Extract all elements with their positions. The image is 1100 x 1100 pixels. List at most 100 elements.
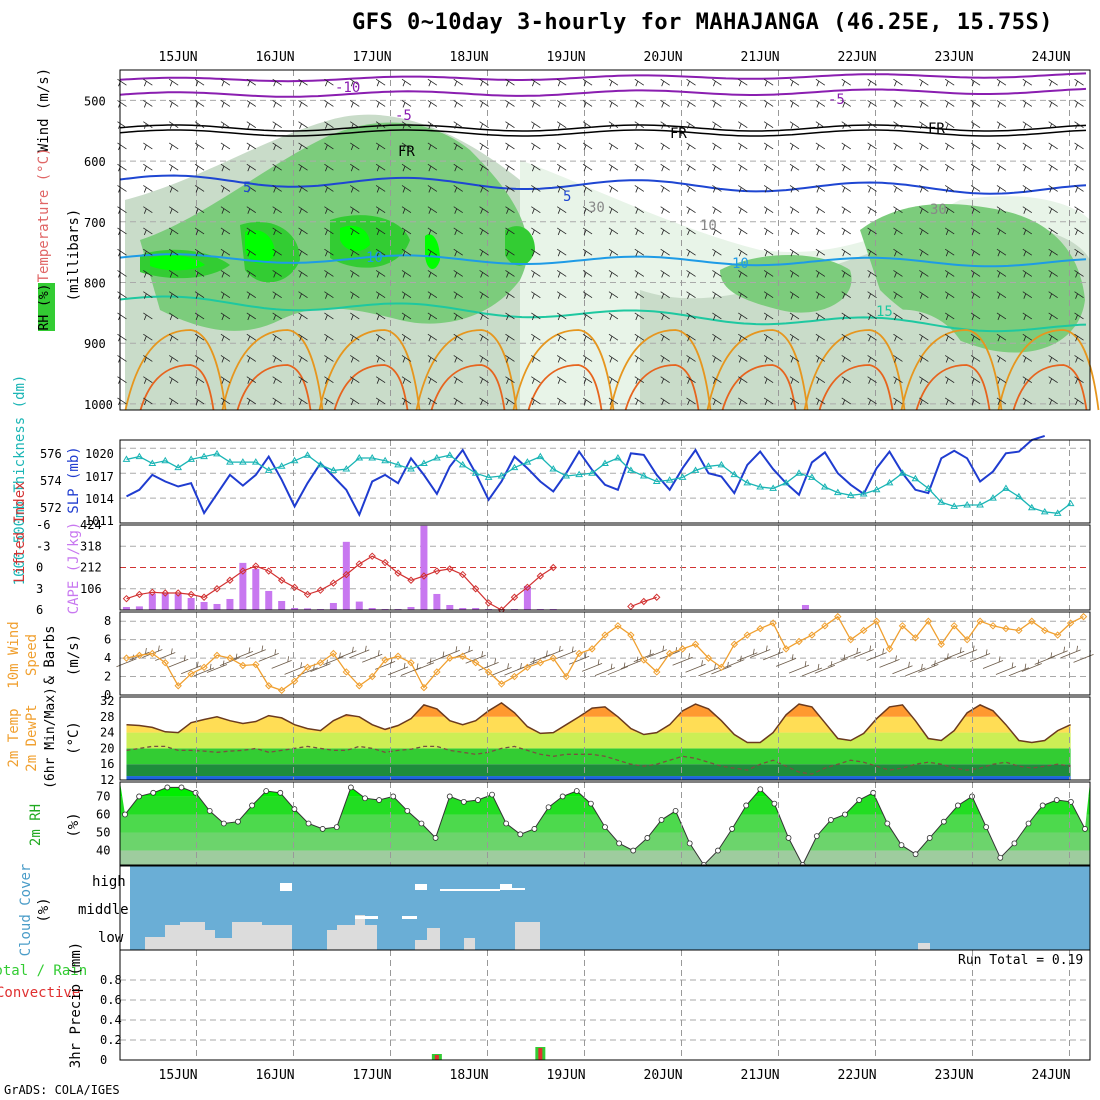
- wind-barb: [815, 78, 826, 87]
- wind-barb: [1022, 227, 1033, 236]
- cape-tick: 106: [80, 582, 102, 596]
- wind-barb: [298, 248, 308, 257]
- wind-barb: [324, 100, 334, 108]
- wind-barb: [944, 248, 955, 257]
- rh-point: [164, 784, 171, 791]
- wind-barb: [350, 397, 360, 406]
- surface-wind-barb: [879, 655, 900, 668]
- wind-barb: [194, 227, 205, 236]
- wind-barb: [660, 206, 670, 214]
- wind-barb: [1048, 100, 1058, 108]
- wind-barb: [1074, 121, 1084, 129]
- wind-barb: [194, 376, 205, 384]
- wind-barb: [1048, 248, 1058, 257]
- wind-barb: [143, 185, 153, 193]
- wind-barb: [246, 397, 257, 406]
- wind-barb: [1074, 270, 1084, 278]
- wind-barb: [738, 270, 748, 278]
- wind-barb: [660, 227, 670, 236]
- rh-point: [404, 807, 411, 814]
- wind-barb: [712, 206, 722, 214]
- surface-wind-barb: [556, 646, 577, 659]
- lifted-index-point: [187, 590, 195, 599]
- rh-point: [870, 789, 877, 796]
- wind-barb: [246, 185, 257, 193]
- wind-barb: [1048, 355, 1058, 363]
- contour-label: -5: [395, 108, 412, 124]
- wind-barb: [996, 270, 1007, 278]
- wind-speed-point: [730, 640, 739, 648]
- wind-barb: [246, 291, 257, 299]
- wind-barb: [505, 227, 515, 236]
- wind-barb: [1022, 185, 1033, 193]
- wind-barb: [660, 78, 670, 87]
- lifted-index-point: [161, 589, 169, 597]
- wind-barb: [168, 270, 179, 278]
- wind-barb: [324, 376, 334, 384]
- wind-barb: [608, 100, 619, 108]
- rh-point: [319, 826, 326, 832]
- wind-barb: [375, 100, 386, 108]
- lifted-index-point: [420, 572, 428, 580]
- wind-barb: [168, 312, 179, 321]
- surface-wind-barb: [478, 658, 499, 671]
- wind-barb: [1048, 185, 1058, 193]
- wind-barb: [841, 355, 851, 363]
- thickness-point: [1053, 509, 1062, 516]
- rh-shading: [720, 255, 852, 313]
- cape-bar: [226, 598, 234, 610]
- wind-barb: [401, 78, 412, 87]
- wind-barb: [944, 355, 955, 363]
- wind-barb: [453, 333, 463, 342]
- thickness-point: [924, 484, 933, 491]
- wind-barb: [1048, 333, 1058, 342]
- rh-point: [898, 842, 905, 849]
- wind-barb: [1048, 163, 1058, 172]
- surface-wind-barb: [387, 662, 409, 676]
- cape-bar: [446, 604, 454, 610]
- thickness-point: [911, 474, 920, 482]
- li-tick: 0: [36, 561, 43, 575]
- low-cloud: [918, 943, 930, 950]
- temp-tick: 28: [100, 710, 114, 724]
- rh-point: [192, 789, 199, 796]
- rh-shading: [150, 255, 205, 271]
- wind-barb: [194, 142, 205, 151]
- pressure-tick: 900: [84, 337, 106, 351]
- wind-barb: [505, 355, 515, 363]
- slp-line: [126, 434, 1046, 518]
- wind-barb: [479, 142, 489, 151]
- wind-barb: [375, 397, 386, 406]
- wind-barb: [712, 376, 722, 384]
- wind-barb: [298, 291, 308, 299]
- wind-barb: [686, 270, 696, 278]
- low-cloud: [205, 930, 215, 950]
- surface-wind-barb: [543, 645, 564, 659]
- wind-barb: [453, 291, 463, 299]
- wind-barb: [350, 376, 360, 384]
- lifted-index-point: [265, 567, 273, 575]
- wind-barb: [556, 270, 567, 278]
- wind-barb: [867, 121, 877, 129]
- wind-barb: [763, 333, 774, 342]
- lifted-index-line: [126, 555, 657, 611]
- wind-barb: [427, 100, 438, 108]
- top-date-label: 17JUN: [353, 50, 392, 65]
- wind-barb: [220, 376, 231, 384]
- pressure-tick: 700: [84, 216, 106, 230]
- wind-barb: [970, 333, 981, 342]
- wind-barb: [582, 376, 593, 384]
- wind-barb: [194, 206, 205, 214]
- wind-speed-point: [433, 668, 441, 676]
- top-date-label: 19JUN: [547, 50, 586, 65]
- rh-point: [1082, 826, 1088, 832]
- wind-barb: [1048, 142, 1058, 151]
- thickness-point: [872, 485, 881, 493]
- wind-barb: [479, 163, 489, 172]
- surface-wind-barb: [659, 647, 680, 660]
- rh-point: [884, 820, 891, 827]
- wind-barb: [686, 376, 696, 384]
- wind-barb: [246, 270, 257, 278]
- wind-barb: [1074, 185, 1084, 193]
- cape-bar: [510, 608, 518, 610]
